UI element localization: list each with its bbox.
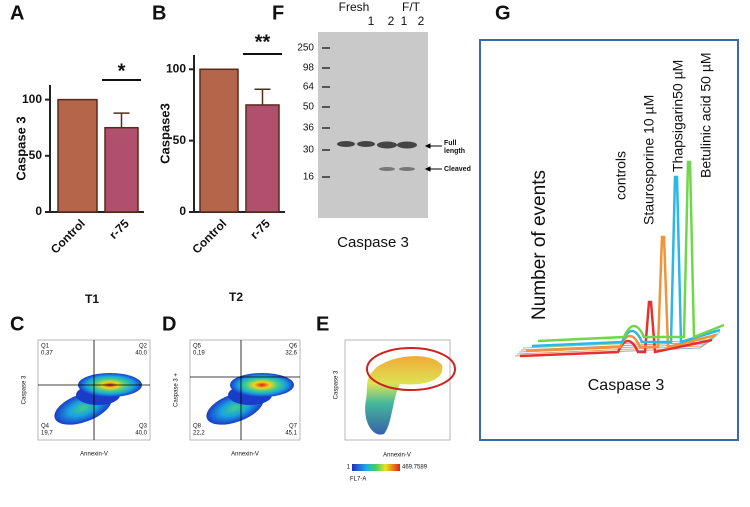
histogram-trace	[519, 300, 713, 358]
marker-label: 64	[303, 82, 315, 93]
color-scale	[352, 464, 400, 471]
error-bar	[254, 88, 271, 105]
blot-image	[318, 32, 428, 218]
y-axis-label: Caspase3	[157, 103, 172, 164]
quadrant-name: Q7	[289, 424, 298, 430]
panel-letter: B	[152, 2, 166, 24]
panel-frame	[479, 39, 739, 441]
quadrant-value: 32,6	[285, 351, 297, 357]
band-label-line: Full	[444, 140, 456, 147]
arrows	[424, 143, 442, 172]
band-label: Cleaved	[444, 166, 471, 173]
scale-label: FL7-A	[350, 477, 366, 483]
scale-min: 1	[347, 465, 351, 471]
scale-max: 469.7589	[402, 465, 428, 471]
histogram-trace	[525, 235, 717, 353]
blot-bands	[337, 141, 417, 171]
quadrant-value: 22,2	[193, 431, 205, 437]
quadrant-value: 40,0	[135, 351, 147, 357]
quadrant-name: Q5	[193, 344, 202, 350]
plot-frame	[189, 339, 301, 441]
band-label-line: length	[444, 148, 465, 155]
lane-label: 1	[368, 14, 375, 28]
y-tick-label: 0	[35, 204, 42, 218]
marker-label: 250	[297, 43, 314, 54]
histogram-trace	[537, 160, 725, 343]
x-tick-label: Control	[189, 216, 229, 256]
panel-letter: A	[10, 2, 24, 24]
panel-letter: C	[10, 313, 24, 335]
lane-label: 2	[418, 14, 425, 28]
bar	[245, 104, 280, 213]
quadrant-name: Q8	[193, 424, 202, 430]
y-axis-label: Number of events	[529, 170, 550, 320]
plot-frame	[344, 339, 451, 441]
lane-label: 2	[388, 14, 395, 28]
band-label: Full length	[444, 140, 465, 155]
quadrant-name: Q2	[139, 344, 148, 350]
quadrant-value: 40,0	[135, 431, 147, 437]
marker-label: 50	[303, 102, 315, 113]
y-tick-label: 0	[179, 204, 186, 218]
x-axis-label: Annexin-V	[231, 452, 259, 458]
panel-letter: D	[162, 313, 176, 335]
x-tick-label: Control	[48, 216, 88, 256]
x-axis-label: Caspase 3	[588, 377, 665, 394]
significance: *	[118, 60, 126, 82]
event-cloud	[365, 356, 443, 435]
x-axis-label: Annexin-V	[383, 453, 411, 459]
x-axis-label: Annexin-V	[80, 452, 108, 458]
panel-letter: F	[272, 2, 284, 24]
panel-letter: E	[316, 313, 329, 335]
lane-label: 1	[401, 14, 408, 28]
quadrant-value: 0,19	[193, 351, 205, 357]
x-axis-label: T2	[229, 290, 243, 304]
significance: **	[255, 31, 271, 53]
marker-label: 36	[303, 123, 315, 134]
x-tick-label: r-75	[106, 216, 132, 242]
y-axis-label: Caspase 3	[22, 375, 28, 404]
x-axis-label: T1	[85, 292, 99, 306]
bar	[199, 68, 239, 213]
bar	[57, 98, 98, 213]
quadrant-name: Q6	[289, 344, 298, 350]
y-axis-label: Caspase 3	[334, 370, 340, 399]
y-tick-label: 100	[22, 92, 42, 106]
blot-caption: Caspase 3	[337, 234, 409, 251]
panel-letter: G	[495, 2, 511, 24]
y-tick-label: 50	[29, 148, 43, 162]
trace-label: Betulinic acid 50 µM	[698, 52, 714, 178]
marker-label: 98	[303, 63, 315, 74]
quadrant-value: 45,1	[285, 431, 297, 437]
y-tick-label: 50	[173, 133, 187, 147]
lane-group: F/T	[402, 0, 421, 14]
lane-group: Fresh	[339, 0, 370, 14]
quadrant-name: Q3	[139, 424, 148, 430]
x-tick-label: r-75	[247, 216, 273, 242]
gate-ellipse	[366, 347, 456, 391]
marker-label: 30	[303, 145, 315, 156]
y-axis-label: Caspase 3	[13, 116, 28, 180]
ladder	[322, 47, 330, 178]
histogram-trace	[531, 175, 721, 348]
trace-label: controls	[613, 151, 629, 200]
error-bar	[113, 112, 130, 128]
y-tick-label: 100	[166, 61, 186, 75]
trace-label: Thapsigarin50 µM	[670, 60, 686, 172]
quadrant-name: Q4	[41, 424, 50, 430]
bar	[104, 126, 139, 213]
quadrant-value: 0,37	[41, 351, 53, 357]
density	[230, 373, 294, 397]
quadrant-value: 19,7	[41, 431, 53, 437]
quadrant-name: Q1	[41, 344, 50, 350]
trace-label: Staurosporine 10 µM	[641, 95, 657, 225]
marker-label: 16	[303, 172, 315, 183]
y-axis-label: Caspase 3 +	[174, 373, 180, 407]
